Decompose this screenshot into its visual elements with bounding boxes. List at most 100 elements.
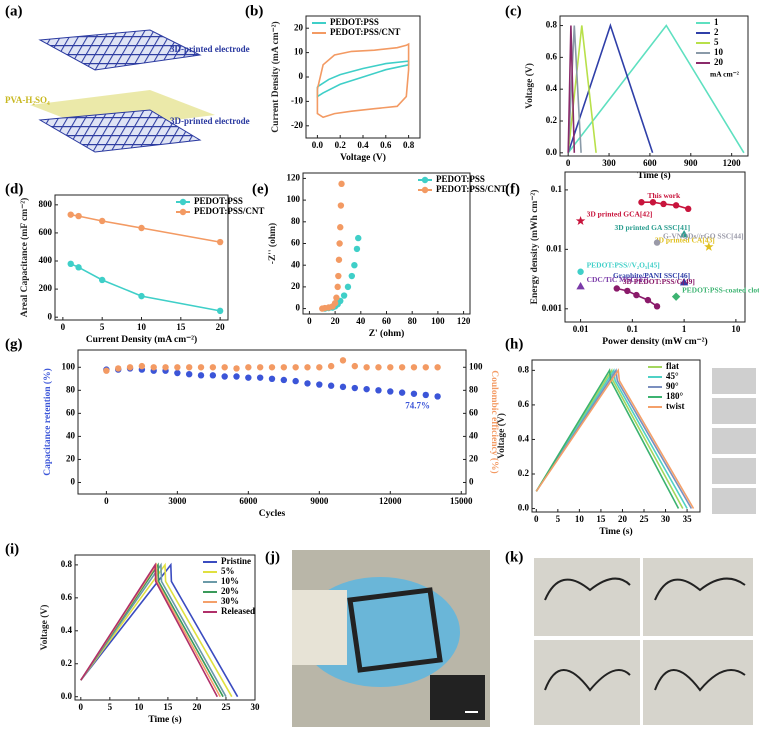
y2-tick-label: 100 — [469, 361, 483, 371]
legend-label: 1 — [714, 17, 719, 27]
series-line — [80, 562, 219, 698]
plot-frame — [559, 15, 749, 157]
x-tick-label: 6000 — [239, 496, 258, 506]
marker — [410, 364, 418, 371]
y-tick-label: -10 — [291, 95, 303, 105]
x-tick-label: 0.2 — [335, 140, 347, 150]
series-line — [316, 60, 410, 98]
photo — [712, 368, 756, 514]
marker — [185, 370, 193, 378]
legend-label: 10 — [714, 47, 724, 57]
marker — [103, 367, 110, 374]
panel-label: (e) — [252, 181, 269, 197]
series-line — [535, 368, 688, 509]
legend-label: 180° — [666, 391, 684, 401]
marker — [351, 261, 358, 269]
marker — [633, 291, 640, 299]
legend-label: PEDOT:PSS — [330, 17, 379, 27]
x-tick-label: 12000 — [379, 496, 402, 506]
x-tick-label: 40 — [356, 316, 366, 326]
marker — [355, 234, 362, 242]
x-tick-label: 0 — [534, 514, 539, 524]
legend-label: 90° — [666, 381, 679, 391]
y-tick-label: 20 — [66, 454, 76, 464]
marker — [304, 380, 311, 387]
marker — [421, 186, 429, 194]
marker — [67, 260, 74, 268]
point-label: 3D printed CA[43] — [655, 236, 715, 245]
annotation: 3D-printed electrode — [170, 44, 250, 54]
x-axis-label: Cycles — [259, 509, 286, 519]
y-tick-label: 0.01 — [546, 243, 562, 253]
legend-label: 5 — [714, 37, 719, 47]
series-line — [535, 368, 693, 509]
y2-tick-label: 60 — [469, 407, 479, 417]
marker — [75, 212, 82, 220]
series-line — [70, 213, 221, 243]
panel-label: (f) — [505, 181, 520, 197]
marker — [340, 292, 348, 299]
series-line — [80, 562, 227, 698]
point-label: G-VNQDs//rGO SSC[44] — [663, 231, 744, 240]
legend-label: PEDOT:PSS — [194, 196, 243, 206]
y2-tick-label: 20 — [469, 454, 479, 464]
x-tick-label: 0.0 — [312, 140, 324, 150]
marker — [671, 292, 681, 301]
marker — [268, 364, 276, 371]
x-tick-label: 600 — [643, 158, 657, 168]
y2-axis-label: Coulombic efficiency (%) — [489, 370, 500, 473]
marker — [209, 364, 217, 371]
legend-label: 20 — [714, 57, 724, 67]
x-tick-label: 20 — [192, 702, 202, 712]
marker — [375, 364, 382, 371]
marker — [344, 283, 352, 291]
y-tick-label: 200 — [39, 283, 53, 293]
marker — [679, 278, 689, 286]
marker — [268, 375, 276, 382]
y-tick-label: 100 — [287, 194, 301, 204]
photo: (j) — [265, 549, 490, 727]
marker — [422, 364, 429, 371]
y-axis-label: Current Density (mA cm⁻²) — [270, 21, 281, 132]
y-tick-label: 60 — [291, 238, 301, 248]
x-tick-label: 0 — [104, 496, 109, 506]
x-tick-label: 0 — [79, 702, 84, 712]
series-line — [567, 25, 582, 153]
marker — [685, 205, 692, 213]
marker — [575, 216, 586, 225]
y-tick-label: 40 — [66, 430, 76, 440]
marker — [327, 362, 335, 370]
x-tick-label: 0.1 — [627, 324, 639, 334]
marker — [304, 364, 311, 371]
marker — [353, 245, 361, 253]
point-label: PEDOT:PSS//V₂O₅[45] — [587, 260, 660, 269]
marker — [348, 272, 356, 280]
panel-label: (b) — [245, 3, 263, 19]
marker — [337, 202, 345, 209]
series-line — [567, 24, 745, 154]
x-tick-label: 15 — [176, 322, 186, 332]
panel-label: (h) — [505, 336, 523, 352]
marker — [351, 384, 359, 392]
y-tick-label: -20 — [291, 120, 303, 130]
legend-label: flat — [666, 361, 679, 371]
marker — [434, 364, 441, 371]
y-axis-label: Voltage (V) — [39, 605, 50, 651]
legend-label: 45° — [666, 371, 679, 381]
x-tick-label: 10 — [134, 702, 144, 712]
marker — [398, 389, 406, 396]
y-tick-label: 800 — [39, 199, 53, 209]
y-tick-label: 10 — [294, 47, 304, 57]
marker — [126, 364, 134, 371]
legend-label: twist — [666, 401, 685, 411]
marker — [624, 287, 631, 295]
legend-note: mA cm⁻² — [710, 70, 740, 79]
y-tick-label: 0.6 — [61, 592, 73, 602]
legend-label: 20% — [221, 586, 239, 596]
panel-label: (c) — [505, 3, 522, 19]
marker — [333, 294, 340, 301]
y-tick-label: 0.0 — [518, 503, 530, 513]
marker — [653, 239, 661, 246]
y-tick-label: 0.0 — [546, 147, 558, 157]
legend-label: Pristine — [221, 556, 251, 566]
